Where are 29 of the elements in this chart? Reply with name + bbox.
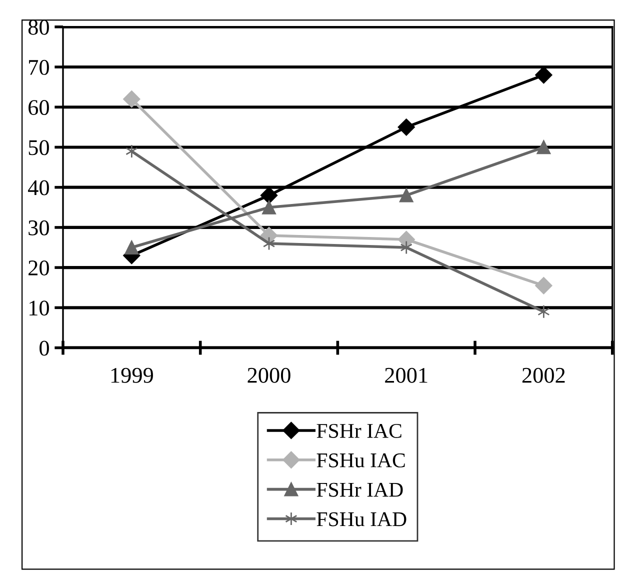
point — [398, 230, 415, 248]
point — [398, 118, 415, 136]
point — [126, 144, 138, 158]
x-tick-label: 2000 — [248, 368, 290, 383]
point — [538, 304, 550, 319]
y-tick-label: 80 — [28, 20, 49, 35]
y-tick-label: 20 — [28, 260, 49, 276]
point — [262, 200, 276, 214]
y-tick-label: 70 — [29, 60, 49, 75]
y-tick-label: 10 — [30, 300, 49, 316]
x-tick-label: 1999 — [111, 368, 153, 383]
point — [536, 140, 551, 154]
legend-label: FSHr IAD — [316, 482, 403, 497]
y-tick-label: 0 — [40, 340, 49, 356]
legend-label: FSHu IAD — [316, 512, 406, 526]
point — [260, 186, 278, 204]
point — [124, 240, 139, 254]
y-tick-label: 60 — [28, 100, 49, 116]
point — [535, 277, 552, 294]
x-tick-label: 2002 — [522, 368, 565, 383]
legend-label: FSHr IAC — [316, 424, 402, 438]
y-tick-label: 50 — [28, 140, 49, 156]
point — [400, 240, 412, 254]
y-tick-label: 40 — [28, 180, 49, 196]
point — [399, 188, 414, 202]
point — [123, 90, 140, 108]
legend-label: FSHu IAC — [316, 453, 405, 468]
y-tick-label: 30 — [28, 220, 49, 236]
x-tick-label: 2001 — [385, 368, 428, 383]
